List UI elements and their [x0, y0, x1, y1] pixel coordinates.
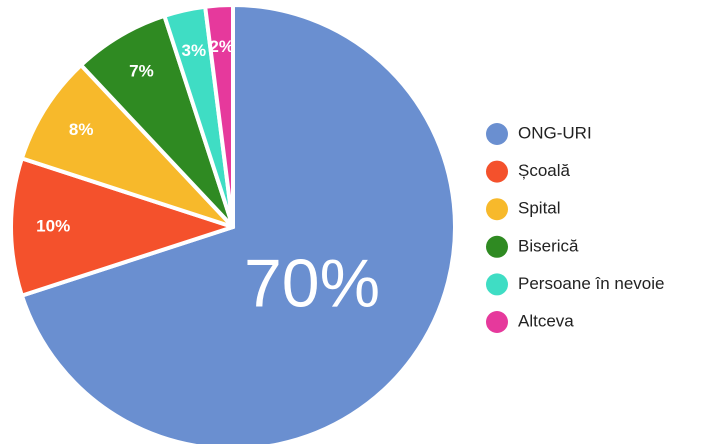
legend-label: Persoane în nevoie	[518, 274, 665, 293]
legend-swatch	[486, 311, 508, 333]
data-label: 3%	[181, 41, 206, 60]
data-label: 2%	[209, 37, 234, 56]
data-label: 7%	[129, 62, 154, 81]
legend-label: Biserică	[518, 236, 579, 255]
legend-swatch	[486, 160, 508, 183]
pie-slice	[203, 3, 235, 229]
pie-slice	[19, 3, 457, 444]
data-label: 10%	[36, 216, 70, 235]
legend-swatch	[486, 235, 508, 258]
legend-swatch	[486, 273, 508, 296]
legend-label: Altceva	[518, 311, 574, 330]
data-label: 70%	[244, 245, 380, 321]
data-label: 8%	[69, 120, 94, 139]
legend-label: Spital	[518, 199, 561, 218]
legend-swatch	[486, 198, 508, 221]
legend-label: Școală	[518, 161, 571, 180]
legend-swatch	[486, 123, 508, 145]
pie-slice	[9, 156, 235, 298]
legend-label: ONG-URI	[518, 123, 592, 142]
pie-slice	[19, 63, 235, 229]
